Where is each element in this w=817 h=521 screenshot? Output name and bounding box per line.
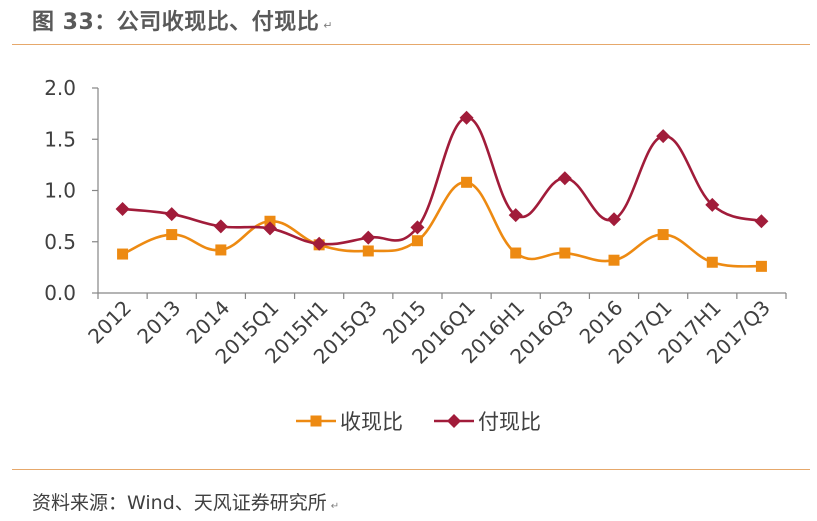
data-point — [459, 110, 474, 125]
title-divider — [12, 44, 810, 45]
source-note: 资料来源：Wind、天风证券研究所 ↵ — [32, 488, 339, 515]
source-text: 资料来源：Wind、天风证券研究所 — [32, 492, 327, 514]
y-tick-label: 1.0 — [44, 179, 76, 203]
series-payments-ratio — [115, 110, 769, 251]
paragraph-mark-icon: ↵ — [323, 19, 333, 32]
source-divider — [12, 469, 810, 470]
data-point — [559, 247, 571, 259]
data-point — [656, 129, 671, 144]
data-point — [213, 219, 228, 234]
y-tick-label: 0.5 — [44, 230, 76, 254]
data-point — [264, 215, 276, 227]
data-point — [705, 197, 720, 212]
data-point — [410, 220, 425, 235]
data-point — [411, 235, 423, 247]
data-point — [115, 201, 130, 216]
x-tick-label: 2013 — [132, 296, 185, 349]
x-tick-labels: 2012201320142015Q12015H12015Q320152016Q1… — [83, 296, 775, 369]
data-point — [166, 229, 178, 241]
y-tick-label: 0.0 — [44, 281, 76, 305]
legend-label: 收现比 — [340, 410, 403, 434]
data-point — [263, 221, 277, 236]
data-point — [754, 214, 769, 229]
data-point — [607, 212, 621, 227]
paragraph-mark-icon: ↵ — [330, 501, 340, 512]
chart-legend: 收现比 付现比 — [296, 410, 541, 434]
data-point — [657, 229, 669, 241]
y-tick-label: 1.5 — [44, 127, 76, 151]
data-point — [557, 171, 572, 186]
data-point — [510, 247, 522, 259]
series-line — [122, 181, 762, 268]
chart-axes — [92, 87, 787, 299]
data-point — [461, 176, 473, 188]
legend-label: 付现比 — [478, 410, 541, 434]
chart-series — [115, 110, 769, 272]
legend-diamond-marker — [447, 414, 461, 428]
figure-title: 图 33：公司收现比、付现比 ↵ — [32, 4, 333, 36]
data-point — [312, 236, 327, 251]
data-point — [164, 207, 179, 222]
data-point — [706, 256, 718, 268]
data-point — [215, 244, 227, 256]
y-tick-labels: 0.0 0.5 1.0 1.5 2.0 — [44, 76, 76, 305]
data-point — [361, 230, 376, 245]
data-point — [508, 208, 523, 223]
data-point — [117, 248, 129, 260]
chart: 0.0 0.5 1.0 1.5 2.0 2012201320142015Q12015H1… — [44, 76, 787, 434]
legend-square-marker — [310, 415, 322, 427]
x-tick-label: 2012 — [83, 296, 136, 349]
y-tick-label: 2.0 — [44, 76, 76, 100]
figure-title-text: 图 33：公司收现比、付现比 — [32, 10, 320, 35]
data-point — [755, 260, 767, 272]
data-point — [362, 245, 374, 257]
data-point — [608, 254, 620, 266]
